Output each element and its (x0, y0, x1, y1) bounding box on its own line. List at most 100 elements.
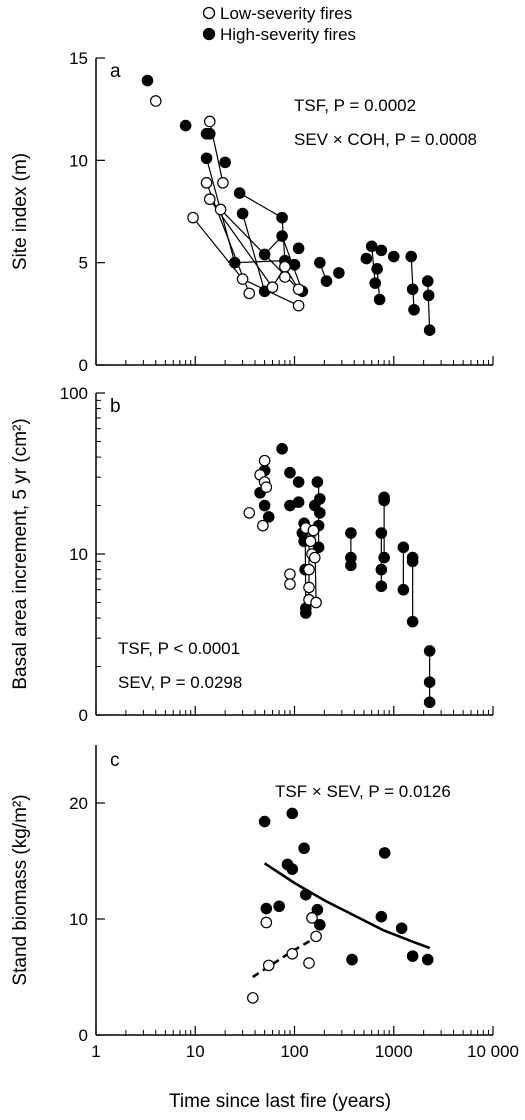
y-tick-label: 0 (79, 356, 88, 375)
point-high-severity (423, 645, 436, 657)
legend-label-high: High-severity fires (220, 25, 356, 44)
point-high-severity (276, 443, 288, 455)
point-high-severity (397, 583, 410, 596)
connector-line (242, 213, 266, 292)
point-low-severity (187, 211, 199, 224)
point-low-severity (243, 287, 256, 300)
x-axis-title: Time since last fire (years) (169, 1091, 391, 1112)
point-low-severity (243, 507, 256, 519)
y-axis-title: Stand biomass (kg/m²) (10, 794, 31, 985)
point-high-severity (292, 242, 305, 255)
point-high-severity (371, 263, 383, 275)
connector-line (410, 256, 415, 310)
point-high-severity (406, 283, 419, 296)
fit-curve-low (252, 935, 319, 979)
point-high-severity (273, 900, 285, 913)
stat-annotation: SEV × COH, P = 0.0008 (294, 130, 477, 149)
stat-annotation: TSF, P = 0.0002 (294, 96, 416, 115)
point-low-severity (310, 930, 322, 943)
point-low-severity (284, 568, 296, 580)
point-high-severity (311, 903, 324, 916)
connector-line (192, 217, 244, 280)
point-high-severity (423, 324, 436, 337)
point-high-severity (406, 950, 419, 962)
point-high-severity (346, 953, 358, 966)
point-high-severity (405, 250, 418, 263)
point-high-severity (314, 493, 326, 505)
point-low-severity (200, 177, 213, 189)
point-low-severity (284, 578, 296, 590)
y-tick-label: 10 (69, 545, 88, 564)
point-high-severity (375, 580, 388, 593)
point-low-severity (306, 912, 318, 924)
y-tick-label: 0 (79, 706, 88, 725)
connector-line (234, 260, 285, 264)
point-high-severity (311, 476, 324, 488)
y-tick-label: 15 (69, 49, 88, 68)
connector-line (427, 281, 431, 331)
point-high-severity (397, 541, 410, 554)
point-high-severity (423, 676, 436, 688)
point-high-severity (300, 607, 312, 619)
point-low-severity (308, 551, 321, 564)
point-high-severity (276, 211, 288, 224)
y-tick-label: 10 (69, 151, 88, 170)
y-axis-title: Site index (m) (10, 153, 31, 270)
point-high-severity (378, 494, 390, 507)
point-low-severity (303, 957, 315, 969)
point-low-severity (214, 203, 227, 216)
point-high-severity (421, 953, 434, 966)
panel-c: 1 10 100 1000 10 000 0 10 20 Stand biomass (kg/m… (10, 745, 519, 1061)
point-high-severity (422, 289, 435, 302)
panel-label: b (110, 396, 121, 417)
x-tick-label: 10 (186, 1042, 205, 1061)
point-high-severity (286, 863, 299, 875)
point-low-severity (303, 581, 315, 594)
point-high-severity (408, 303, 420, 316)
point-low-severity (303, 563, 315, 576)
point-high-severity (298, 842, 310, 855)
point-high-severity (219, 156, 231, 169)
point-high-severity (395, 922, 408, 935)
point-high-severity (406, 555, 419, 568)
legend-label-low: Low-severity fires (220, 4, 352, 23)
panel-a: 0 5 10 15 Site index (m) a TSF, P = 0.0002 SEV … (10, 49, 494, 375)
point-high-severity (375, 244, 388, 257)
y-tick-label: 5 (79, 254, 88, 273)
point-low-severity (286, 947, 299, 960)
point-high-severity (276, 230, 288, 242)
legend-marker-high (202, 27, 216, 41)
point-high-severity (314, 256, 326, 269)
point-high-severity (373, 293, 386, 306)
point-high-severity (314, 507, 326, 519)
point-low-severity (257, 519, 269, 532)
point-low-severity (262, 959, 275, 972)
point-low-severity (292, 283, 305, 296)
legend: Low-severity fires High-severity fires (202, 4, 356, 44)
point-high-severity (288, 258, 301, 271)
y-tick-label: 100 (60, 384, 88, 403)
point-high-severity (378, 847, 391, 859)
point-low-severity (258, 454, 271, 467)
point-high-severity (360, 252, 373, 265)
point-high-severity (421, 275, 434, 287)
point-high-severity (333, 267, 345, 279)
point-high-severity (378, 551, 390, 564)
point-high-severity (320, 275, 333, 287)
x-tick-label: 10 000 (467, 1042, 519, 1061)
point-high-severity (258, 499, 271, 512)
point-low-severity (260, 916, 273, 929)
point-high-severity (345, 527, 357, 539)
x-tick-label: 1000 (375, 1042, 413, 1061)
point-high-severity (262, 511, 275, 523)
point-high-severity (314, 918, 326, 931)
point-low-severity (236, 273, 249, 285)
point-high-severity (258, 248, 271, 261)
point-low-severity (246, 992, 259, 1004)
point-high-severity (365, 240, 378, 253)
stat-annotation: TSF, P < 0.0001 (118, 639, 240, 658)
point-high-severity (228, 256, 241, 269)
x-tick-label: 1 (91, 1042, 100, 1061)
